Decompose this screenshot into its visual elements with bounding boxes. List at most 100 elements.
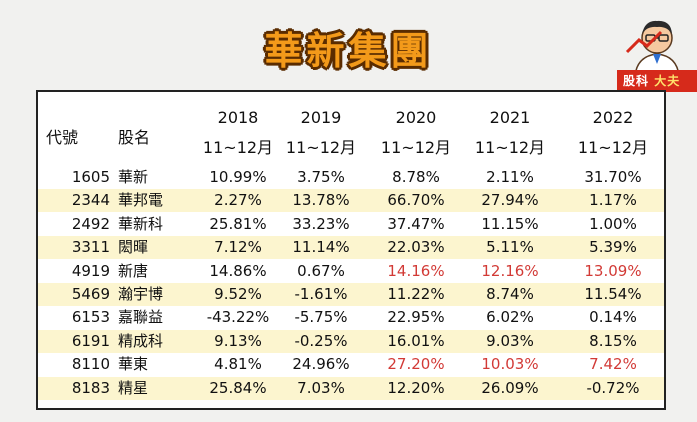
value-cell: 22.03%	[387, 238, 445, 257]
value-cell: 25.81%	[209, 214, 267, 233]
header-year: 2018	[217, 108, 259, 127]
value-cell: -0.72%	[586, 378, 640, 397]
value-cell: 22.95%	[387, 308, 445, 327]
value-cell: 27.94%	[481, 191, 539, 210]
stock-name: 華新	[118, 168, 149, 186]
value-cell: 66.70%	[387, 191, 445, 210]
stock-name: 精成科	[118, 331, 164, 350]
value-cell: 11.15%	[481, 214, 539, 233]
stock-name: 華東	[118, 355, 149, 374]
value-cell: 6.02%	[486, 308, 534, 327]
value-cell: 12.20%	[387, 378, 445, 397]
stock-name: 閎暉	[118, 238, 149, 257]
stock-name: 華新科	[118, 214, 164, 233]
stock-code: 6191	[71, 331, 110, 350]
stock-code: 5469	[71, 285, 110, 303]
value-cell: 7.03%	[297, 378, 345, 397]
stock-name: 新唐	[118, 261, 149, 280]
stock-code: 1605	[71, 168, 110, 186]
header-year: 2019	[300, 108, 342, 127]
value-cell: 37.47%	[387, 214, 445, 233]
stock-name: 瀚宇博	[118, 285, 164, 303]
value-cell: 8.78%	[392, 168, 440, 186]
value-cell: 25.84%	[209, 378, 267, 397]
header-period: 11~12月	[285, 138, 357, 157]
value-cell: 9.03%	[486, 331, 534, 350]
brand-tag-right: 大夫	[654, 74, 681, 88]
value-cell: 5.39%	[589, 238, 637, 257]
header-period: 11~12月	[474, 138, 546, 157]
table-row: 5469 瀚宇博 9.52% -1.61% 11.22% 8.74% 11.54%	[38, 283, 664, 306]
value-cell: 10.03%	[481, 355, 539, 374]
value-cell: 14.86%	[209, 261, 267, 280]
stock-name: 嘉聯益	[118, 308, 164, 327]
header-period: 11~12月	[202, 138, 274, 157]
value-cell: 5.11%	[486, 238, 534, 257]
value-cell: 1.00%	[589, 214, 637, 233]
brand-logo: 股科 大夫	[617, 10, 697, 94]
table-row: 4919 新唐 14.86% 0.67% 14.16% 12.16% 13.09%	[38, 260, 664, 283]
value-cell: -5.75%	[294, 308, 348, 327]
value-cell: 13.09%	[584, 261, 642, 280]
value-cell: 14.16%	[387, 261, 445, 280]
value-cell: 24.96%	[292, 355, 350, 374]
value-cell: 3.75%	[297, 168, 345, 186]
stock-code: 8183	[71, 378, 110, 397]
value-cell: 4.81%	[214, 355, 262, 374]
header-name: 股名	[118, 128, 151, 147]
value-cell: 0.67%	[297, 261, 345, 280]
value-cell: 9.52%	[214, 285, 262, 303]
value-cell: 9.13%	[214, 331, 262, 350]
table-row: 6191 精成科 9.13% -0.25% 16.01% 9.03% 8.15%	[38, 329, 664, 353]
value-cell: -1.61%	[294, 285, 348, 303]
table-row: 2344 華邦電 2.27% 13.78% 66.70% 27.94% 1.17%	[38, 189, 664, 213]
value-cell: 10.99%	[209, 168, 267, 186]
stock-code: 6153	[71, 308, 110, 327]
value-cell: 7.42%	[589, 355, 637, 374]
value-cell: 11.14%	[292, 238, 350, 257]
table-row: 8110 華東 4.81% 24.96% 27.20% 10.03% 7.42%	[38, 353, 664, 376]
page-title: 華新集團	[264, 29, 433, 73]
value-cell: 33.23%	[292, 214, 350, 233]
value-cell: 11.54%	[584, 285, 642, 303]
value-cell: 0.14%	[589, 308, 637, 327]
header-period: 11~12月	[380, 138, 452, 157]
table-row: 3311 閎暉 7.12% 11.14% 22.03% 5.11% 5.39%	[38, 236, 664, 260]
value-cell: 26.09%	[481, 378, 539, 397]
stock-name: 華邦電	[118, 191, 164, 210]
value-cell: -0.25%	[294, 331, 348, 350]
value-cell: 11.22%	[387, 285, 445, 303]
value-cell: 8.74%	[486, 285, 534, 303]
header-year: 2020	[395, 108, 437, 127]
table-header: 代號 股名 2018 11~12月 2019 11~12月 2020 11~12…	[38, 102, 664, 160]
brand-tag-left: 股科	[623, 74, 650, 88]
value-cell: 1.17%	[589, 191, 637, 210]
stock-name: 精星	[118, 378, 149, 397]
value-cell: 7.12%	[214, 238, 262, 257]
header-year: 2021	[489, 108, 531, 127]
table-row: 8183 精星 25.84% 7.03% 12.20% 26.09% -0.72%	[38, 376, 664, 400]
value-cell: 8.15%	[589, 331, 637, 350]
brand-tag: 股科 大夫	[617, 70, 697, 92]
table-row: 6153 嘉聯益 -43.22% -5.75% 22.95% 6.02% 0.14%	[38, 306, 664, 329]
value-cell: 13.78%	[292, 191, 350, 210]
value-cell: 12.16%	[481, 261, 539, 280]
stock-code: 4919	[71, 261, 110, 280]
stock-table: 代號 股名 2018 11~12月 2019 11~12月 2020 11~12…	[36, 90, 666, 410]
table-row: 1605 華新 10.99% 3.75% 8.78% 2.11% 31.70%	[38, 166, 664, 189]
value-cell: 16.01%	[387, 331, 445, 350]
doctor-avatar-icon	[625, 20, 680, 76]
value-cell: -43.22%	[206, 308, 270, 327]
stock-code: 8110	[71, 355, 110, 374]
stock-code: 2344	[71, 191, 110, 210]
header-year: 2022	[592, 108, 634, 127]
value-cell: 27.20%	[387, 355, 445, 374]
stock-code: 2492	[71, 214, 110, 233]
value-cell: 2.11%	[486, 168, 534, 186]
value-cell: 31.70%	[584, 168, 642, 186]
table-row: 2492 華新科 25.81% 33.23% 37.47% 11.15% 1.00%	[38, 213, 664, 236]
header-period: 11~12月	[577, 138, 649, 157]
stock-code: 3311	[71, 238, 110, 257]
value-cell: 2.27%	[214, 191, 262, 210]
header-code: 代號	[46, 128, 79, 147]
